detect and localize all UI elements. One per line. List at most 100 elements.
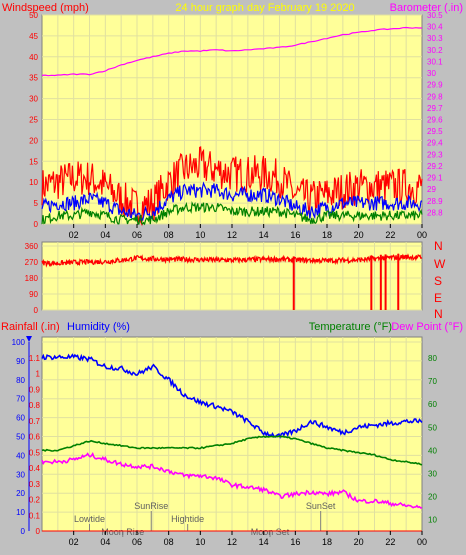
humidity-tick-label: 50	[16, 433, 25, 442]
barometer-tick-label: 30.2	[427, 46, 443, 55]
x-tick-label: 10	[195, 230, 205, 240]
x-tick-label: 18	[322, 537, 332, 547]
humidity-tick-label: 0	[21, 527, 26, 536]
x-tick-label: 12	[227, 537, 237, 547]
x-tick-label: 22	[385, 537, 395, 547]
x-tick-label: 16	[290, 537, 300, 547]
rain-tick-label: 0.9	[29, 385, 41, 394]
direction-tick-label: 270	[25, 258, 39, 267]
x-tick-label: 22	[385, 230, 395, 240]
barometer-tick-label: 29.8	[427, 92, 443, 101]
event-label: Hightide	[171, 514, 204, 524]
x-tick-label: 00	[417, 230, 427, 240]
x-tick-label: 18	[322, 230, 332, 240]
barometer-tick-label: 30.3	[427, 34, 443, 43]
climate-x-axis: 02 04 06 08 10 12 14 16 18 20 22 00	[69, 531, 427, 547]
event-label: Moon Rise	[101, 527, 144, 537]
barometer-tick-label: 29.9	[427, 81, 443, 90]
windspeed-tick-label: 35	[29, 74, 38, 83]
rain-tick-label: 1	[36, 370, 41, 379]
x-tick-label: 20	[354, 537, 364, 547]
barometer-tick-label: 29.4	[427, 139, 443, 148]
compass-label-e: E	[434, 291, 442, 305]
barometer-tick-label: 30.4	[427, 23, 443, 32]
compass-label-w: W	[434, 257, 446, 271]
barometer-tick-label: 30.5	[427, 11, 443, 20]
event-label: SunRise	[134, 501, 168, 511]
compass-label-n-bottom: N	[434, 307, 443, 321]
humidity-tick-label: 20	[16, 489, 25, 498]
barometer-tick-label: 29.3	[427, 150, 443, 159]
barometer-tick-label: 29.2	[427, 162, 443, 171]
rain-tick-label: 1.1	[29, 354, 41, 363]
windspeed-tick-label: 0	[34, 220, 39, 229]
x-tick-label: 06	[132, 230, 142, 240]
x-tick-label: 04	[100, 537, 110, 547]
x-tick-label: 00	[417, 537, 427, 547]
barometer-tick-label: 29.5	[427, 127, 443, 136]
event-label: Lowtide	[74, 514, 105, 524]
temperature-line	[41, 435, 423, 466]
rain-tick-label: 0.6	[29, 433, 41, 442]
windspeed-axis-title: Windspeed (mph)	[2, 2, 89, 14]
windspeed-tick-label: 30	[29, 95, 38, 104]
barometer-tick-label: 29	[427, 185, 436, 194]
humidity-axis-arrow	[26, 336, 32, 342]
direction-tick-label: 360	[25, 242, 39, 251]
compass-labels: N W S E N	[434, 239, 446, 321]
rain-tick-label: 0.3	[29, 480, 41, 489]
barometer-tick-label: 30	[427, 69, 436, 78]
climate-grid	[42, 337, 422, 532]
barometer-tick-label: 30.1	[427, 57, 443, 66]
windspeed-tick-label: 10	[29, 178, 38, 187]
humidity-tick-label: 100	[12, 338, 26, 347]
temperature-tick-label: 40	[428, 446, 437, 455]
direction-tick-label: 0	[34, 306, 39, 315]
compass-label-s: S	[434, 274, 442, 288]
temperature-tick-label: 50	[428, 423, 437, 432]
x-tick-label: 04	[100, 230, 110, 240]
x-tick-label: 16	[290, 230, 300, 240]
barometer-line	[41, 26, 422, 77]
direction-tick-label: 90	[29, 290, 38, 299]
wind-x-axis: 02 04 06 08 10 12 14 16 18 20 22 00	[69, 224, 427, 240]
humidity-tick-label: 90	[16, 357, 25, 366]
temperature-y-axis: 80 70 60 50 40 30 20 10	[428, 354, 437, 524]
temperature-tick-label: 60	[428, 400, 437, 409]
rain-tick-label: 0.1	[29, 511, 41, 520]
windspeed-tick-label: 25	[29, 116, 38, 125]
direction-series	[41, 253, 423, 310]
temperature-tick-label: 80	[428, 354, 437, 363]
temperature-axis-title: Temperature (°F)	[309, 321, 392, 333]
wind-low-line	[41, 200, 423, 226]
direction-tick-label: 180	[25, 274, 39, 283]
x-tick-label: 20	[354, 230, 364, 240]
barometer-tick-label: 28.8	[427, 208, 443, 217]
windspeed-tick-label: 50	[29, 11, 38, 20]
barometer-y-axis: 30.5 30.4 30.3 30.2 30.1 30 29.9 29.8 29.7 29.6 29…	[427, 11, 443, 217]
humidity-axis-title: Humidity (%)	[67, 321, 130, 333]
humidity-line	[41, 353, 423, 439]
humidity-tick-label: 80	[16, 376, 25, 385]
humidity-tick-label: 30	[16, 470, 25, 479]
rain-tick-label: 0	[36, 527, 41, 536]
direction-y-axis: 360 270 180 90 0	[25, 242, 39, 315]
humidity-tick-label: 70	[16, 395, 25, 404]
event-label: Moon Set	[251, 527, 290, 537]
wind-average-line	[41, 181, 423, 222]
temperature-tick-label: 70	[428, 377, 437, 386]
direction-grid	[42, 242, 422, 311]
barometer-tick-label: 29.1	[427, 174, 443, 183]
x-tick-label: 12	[227, 230, 237, 240]
dewpoint-axis-title: Dew Point (°F)	[391, 321, 463, 333]
barometer-tick-label: 29.6	[427, 116, 443, 125]
rain-tick-label: 0.7	[29, 417, 41, 426]
windspeed-tick-label: 40	[29, 53, 38, 62]
x-tick-label: 08	[164, 230, 174, 240]
barometer-tick-label: 29.7	[427, 104, 443, 113]
